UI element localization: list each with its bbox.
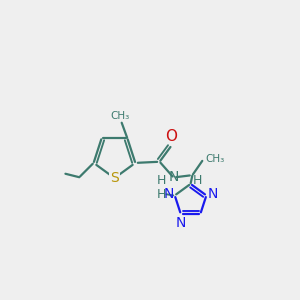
Text: N: N [168,169,179,184]
Text: H: H [193,174,202,188]
Text: O: O [166,129,178,144]
Text: N: N [208,187,218,201]
Text: CH₃: CH₃ [111,111,130,121]
Text: N: N [175,216,185,230]
Text: N: N [163,187,174,201]
Text: CH₃: CH₃ [205,154,224,164]
Text: H: H [157,188,167,201]
Text: H: H [157,174,167,188]
Text: S: S [110,171,119,185]
